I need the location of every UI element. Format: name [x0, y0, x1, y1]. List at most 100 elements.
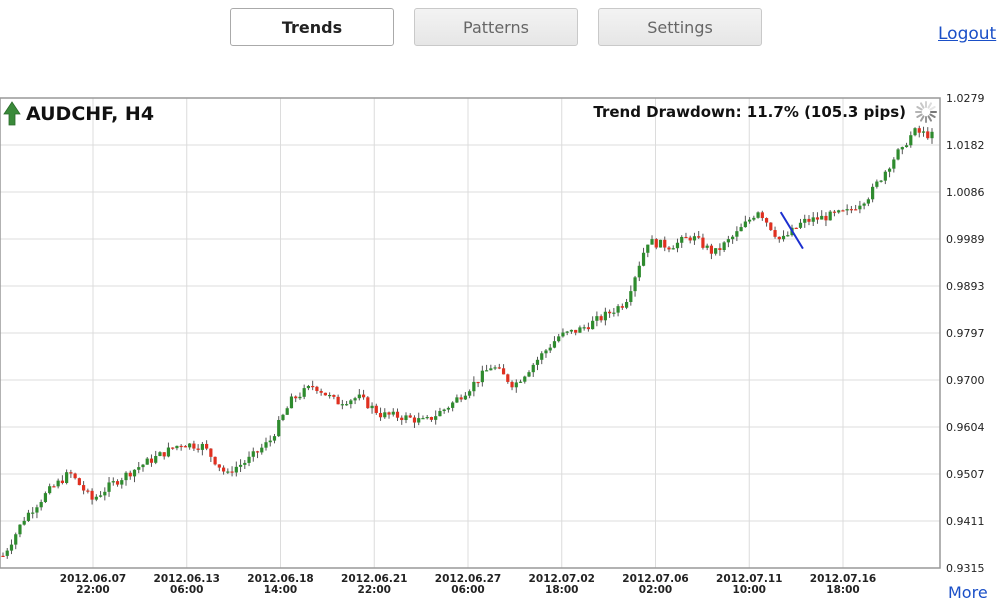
candle-body: [705, 245, 709, 248]
candle-body: [828, 211, 832, 221]
candle-body: [137, 467, 141, 470]
candle-body: [311, 385, 315, 388]
candle-body: [837, 210, 841, 213]
candle-body: [69, 472, 73, 474]
candle-body: [361, 394, 366, 398]
up-arrow-icon: [3, 101, 21, 126]
chart-title: AUDCHF, H4: [26, 103, 154, 125]
candle-body: [548, 347, 552, 351]
candle-body: [760, 212, 764, 219]
candle-body: [298, 396, 302, 399]
y-tick-label: 1.0086: [946, 186, 985, 199]
candle-body: [854, 209, 858, 211]
candle-body: [637, 265, 641, 278]
candle-body: [735, 231, 739, 237]
candle-body: [417, 418, 421, 423]
candle-body: [497, 367, 501, 369]
candle-body: [230, 471, 234, 473]
candle-body: [641, 252, 646, 266]
candle-body: [624, 302, 629, 308]
y-tick-label: 0.9507: [946, 468, 985, 481]
candle-body: [162, 452, 166, 457]
candle-body: [81, 485, 86, 491]
candle-body: [35, 507, 39, 513]
candle-body: [315, 386, 319, 391]
x-tick-time: 02:00: [639, 584, 672, 596]
candle-body: [90, 490, 94, 500]
y-tick-label: 0.9700: [946, 374, 985, 387]
candle-body: [260, 447, 264, 453]
candle-body: [811, 217, 815, 222]
candle-body: [913, 128, 917, 136]
candle-body: [565, 331, 569, 333]
candle-body: [429, 416, 434, 420]
candle-body: [65, 472, 69, 483]
x-tick-date: 2012.07.02: [529, 573, 595, 585]
candle-body: [145, 458, 149, 465]
more-link[interactable]: More: [948, 583, 988, 602]
candle-body: [807, 218, 811, 222]
candle-body: [667, 247, 671, 250]
candle-body: [756, 212, 760, 218]
candle-body: [43, 493, 48, 503]
y-tick-label: 0.9893: [946, 280, 985, 293]
candle-body: [527, 372, 531, 377]
x-tick-date: 2012.06.18: [247, 573, 313, 585]
x-tick-time: 18:00: [826, 584, 859, 596]
candle-body: [900, 147, 904, 150]
candle-body: [247, 456, 251, 463]
logout-link[interactable]: Logout: [938, 24, 997, 44]
candle-body: [221, 467, 226, 472]
candle-body: [289, 396, 294, 409]
candle-body: [832, 211, 837, 213]
candle-body: [714, 248, 718, 254]
y-tick-label: 0.9989: [946, 233, 985, 246]
candle-body: [794, 227, 798, 230]
candle-body: [803, 218, 807, 223]
candle-body: [489, 368, 493, 371]
candle-body: [277, 419, 281, 437]
candle-body: [480, 370, 484, 383]
candles: [1, 125, 934, 559]
tab-patterns[interactable]: Patterns: [414, 8, 578, 46]
candle-body: [540, 353, 544, 360]
candle-body: [192, 443, 196, 449]
candle-body: [764, 218, 769, 223]
candle-body: [98, 495, 103, 497]
candle-body: [629, 291, 633, 303]
candle-body: [294, 396, 298, 399]
loading-spinner-icon: [915, 101, 937, 123]
candle-body: [374, 405, 378, 413]
spinner-spoke: [916, 113, 923, 118]
candle-body: [739, 227, 743, 232]
candle-body: [879, 180, 883, 182]
x-tick-time: 06:00: [170, 584, 203, 596]
candle-body: [149, 458, 154, 463]
candle-body: [646, 244, 650, 253]
spinner-spoke: [927, 102, 932, 109]
y-axis: 1.0279 1.0182 1.0086 0.9989 0.9893 0.9797 0.97…: [946, 92, 985, 575]
candle-body: [574, 329, 578, 333]
y-tick-label: 1.0182: [946, 139, 985, 152]
candle-body: [425, 416, 429, 419]
candle-body: [917, 128, 921, 133]
candle-body: [336, 396, 340, 405]
candle-body: [238, 464, 243, 467]
candle-body: [387, 412, 391, 415]
candle-body: [531, 364, 535, 373]
plot-frame: [0, 97, 941, 569]
candle-body: [442, 409, 446, 412]
y-tick-label: 0.9604: [946, 421, 985, 434]
tab-trends[interactable]: Trends: [230, 8, 394, 46]
candle-body: [226, 471, 230, 473]
candle-body: [535, 359, 540, 365]
candle-body: [786, 235, 790, 237]
x-tick-date: 2012.06.27: [435, 573, 501, 585]
tab-settings[interactable]: Settings: [598, 8, 762, 46]
candle-body: [378, 412, 383, 418]
candle-body: [370, 405, 374, 409]
candle-body: [115, 481, 120, 485]
candle-body: [684, 236, 688, 239]
candle-body: [654, 239, 658, 248]
